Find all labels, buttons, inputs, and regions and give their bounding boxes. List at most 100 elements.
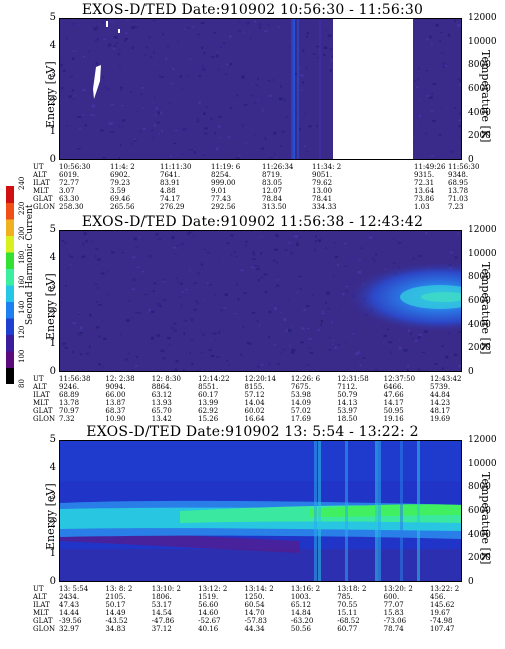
spectrogram-cell — [257, 98, 259, 101]
spectrogram-cell — [450, 150, 454, 154]
spectrogram-cell — [256, 319, 259, 322]
spectrogram-cell — [125, 32, 128, 35]
table-cell: 8719. — [262, 171, 283, 179]
spectrogram-cell — [304, 112, 306, 115]
spectrogram-cell — [111, 251, 115, 254]
spectrogram-cell — [201, 154, 206, 156]
y-tick-label: 0 — [49, 366, 56, 377]
spectrogram-cell — [96, 25, 99, 29]
spectrogram-cell — [297, 127, 301, 131]
spectrogram-cell — [241, 75, 245, 79]
spectrogram-cell — [119, 65, 121, 68]
spectrogram-cell — [401, 254, 405, 257]
table-cell: 9348. — [448, 171, 469, 179]
spectrogram-cell — [197, 117, 199, 121]
spectrogram-cell — [458, 364, 461, 367]
y2-tick-label: 8000 — [468, 482, 491, 493]
spectrogram-cell — [93, 27, 98, 31]
table-cell: 7.23 — [448, 203, 464, 211]
spectrogram-cell — [76, 148, 81, 150]
spectrogram-cell — [284, 285, 287, 288]
table-cell: 10.90 — [105, 415, 126, 423]
spectrogram-cell — [324, 247, 327, 249]
spectrogram-cell — [287, 252, 289, 254]
table-cell: 50.79 — [337, 391, 358, 399]
spectrogram-cell — [216, 54, 219, 58]
spectrogram-cell — [182, 290, 184, 294]
table-cell: 14.84 — [290, 609, 311, 617]
spectrogram-cell — [222, 257, 225, 259]
table-cell: 12:37:50 — [383, 375, 416, 383]
table-cell: 2105. — [105, 593, 126, 601]
table-cell: 13.42 — [151, 415, 172, 423]
spectrogram-cell — [177, 281, 180, 283]
table-cell: 6466. — [383, 383, 404, 391]
spectrogram-cell — [222, 42, 226, 45]
spectrogram-cell — [180, 153, 184, 156]
spectrogram-cell — [136, 266, 141, 268]
table-row-label: GLON — [33, 203, 56, 211]
table-cell: 13: 8: 2 — [105, 585, 133, 593]
spectrogram-cell — [454, 19, 456, 23]
table-cell: 2434. — [59, 593, 80, 601]
spectrogram-cell — [213, 31, 216, 34]
spectrogram-cell — [418, 333, 423, 336]
spectrogram-cell — [364, 158, 367, 159]
spectrogram-cell — [118, 125, 121, 127]
spectrogram-cell — [305, 364, 310, 366]
spectrogram-cell — [342, 292, 345, 296]
spectrogram-cell — [152, 108, 157, 112]
spectrogram-cell — [429, 35, 433, 38]
spectrogram-cell — [230, 107, 232, 110]
spectrogram-cell — [73, 95, 77, 97]
spectrogram-cell — [296, 241, 298, 244]
spectrogram-cell — [435, 23, 439, 27]
spectrogram-cell — [131, 256, 136, 259]
y2-tick-label: 10000 — [468, 248, 497, 259]
table-cell: 65.12 — [290, 601, 311, 609]
spectrogram-cell — [175, 277, 179, 279]
spectrogram-cell — [314, 240, 317, 243]
spectrogram-cell — [180, 282, 183, 285]
spectrogram-cell — [200, 263, 203, 266]
spectrogram-cell — [246, 21, 250, 25]
spectrogram-cell — [260, 251, 263, 255]
y-tick-label: 2 — [49, 309, 56, 321]
spectrogram-cell — [190, 318, 194, 322]
spectrogram-cell — [255, 308, 259, 311]
spectrogram-cell — [213, 293, 216, 296]
spectrogram-cell — [240, 353, 243, 356]
spectrogram-cell — [294, 128, 299, 132]
spectrogram-cell — [423, 97, 426, 101]
spectrogram-cell — [72, 350, 74, 354]
spectrogram-cell — [62, 342, 67, 345]
spectrogram-cell — [151, 336, 154, 340]
spectrogram-cell — [330, 58, 333, 62]
spectrogram-cell — [189, 301, 191, 304]
spectrogram-cell — [110, 318, 113, 320]
spectrogram-cell — [225, 73, 227, 75]
spectrogram-cell — [459, 83, 461, 86]
table-cell: 13.99 — [198, 399, 219, 407]
spectrogram-cell — [331, 55, 334, 58]
spectrogram-cell — [246, 135, 250, 138]
spectrogram-cell — [302, 22, 305, 25]
spectrogram-cell — [160, 349, 165, 352]
colorbar-swatch — [6, 186, 14, 203]
spectrogram-cell — [98, 304, 102, 306]
table-cell: 11:56:38 — [59, 375, 91, 383]
table-cell: 62.92 — [198, 407, 219, 415]
spectrogram-cell — [110, 103, 114, 106]
table-row-label: UT — [33, 375, 44, 383]
spectrogram-band — [60, 549, 461, 581]
spectrogram-cell — [243, 292, 247, 294]
spectrogram-cell — [264, 323, 268, 327]
spectrogram-cell — [77, 116, 82, 118]
colorbar-swatch — [6, 235, 14, 253]
spectrogram-cell — [124, 40, 127, 42]
spectrogram-cell — [278, 311, 281, 313]
table-cell: 258.30 — [59, 203, 84, 211]
spectrogram-cell — [85, 239, 88, 243]
spectrogram-cell — [78, 127, 82, 130]
spectrogram-cell — [101, 83, 105, 85]
